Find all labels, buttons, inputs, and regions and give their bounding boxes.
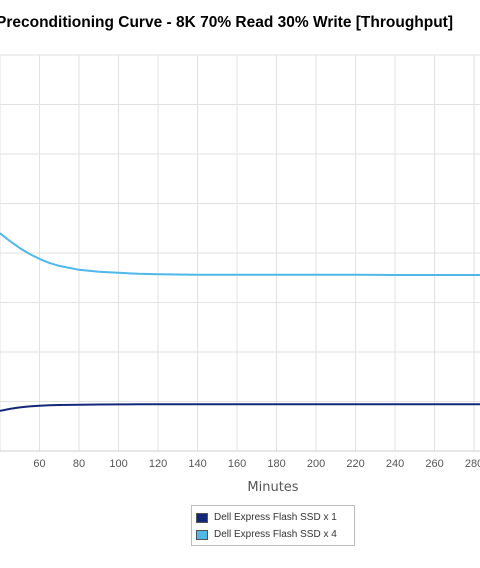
legend: Dell Express Flash SSD x 1 Dell Express F… bbox=[191, 505, 355, 546]
legend-label: Dell Express Flash SSD x 1 bbox=[214, 512, 337, 523]
legend-item-1: Dell Express Flash SSD x 1 bbox=[196, 509, 354, 526]
series-line-2 bbox=[0, 232, 480, 276]
x-axis-title: Minutes bbox=[247, 480, 298, 495]
x-tick-label: 220 bbox=[346, 458, 364, 470]
x-tick-label: 80 bbox=[73, 458, 85, 470]
chart-title: Preconditioning Curve - 8K 70% Read 30% … bbox=[0, 14, 454, 31]
x-tick-label: 200 bbox=[307, 458, 325, 470]
x-tick-label: 180 bbox=[267, 458, 285, 470]
x-tick-label: 240 bbox=[386, 458, 404, 470]
x-tick-label: 260 bbox=[425, 458, 443, 470]
legend-item-2: Dell Express Flash SSD x 4 bbox=[196, 526, 354, 543]
x-tick-label: 160 bbox=[228, 458, 246, 470]
legend-label: Dell Express Flash SSD x 4 bbox=[214, 529, 337, 540]
x-axis-ticks: 60 80 100 120 140 160 180 200 220 240 260 280 bbox=[33, 458, 480, 470]
x-tick-label: 100 bbox=[109, 458, 127, 470]
grid bbox=[0, 54, 480, 452]
x-tick-label: 60 bbox=[33, 458, 45, 470]
x-tick-label: 140 bbox=[188, 458, 206, 470]
series-layer bbox=[0, 232, 480, 412]
series-line-1 bbox=[0, 403, 480, 412]
legend-swatch bbox=[196, 512, 208, 523]
x-tick-label: 120 bbox=[149, 458, 167, 470]
x-tick-label: 280 bbox=[465, 458, 480, 470]
legend-swatch bbox=[196, 529, 208, 540]
